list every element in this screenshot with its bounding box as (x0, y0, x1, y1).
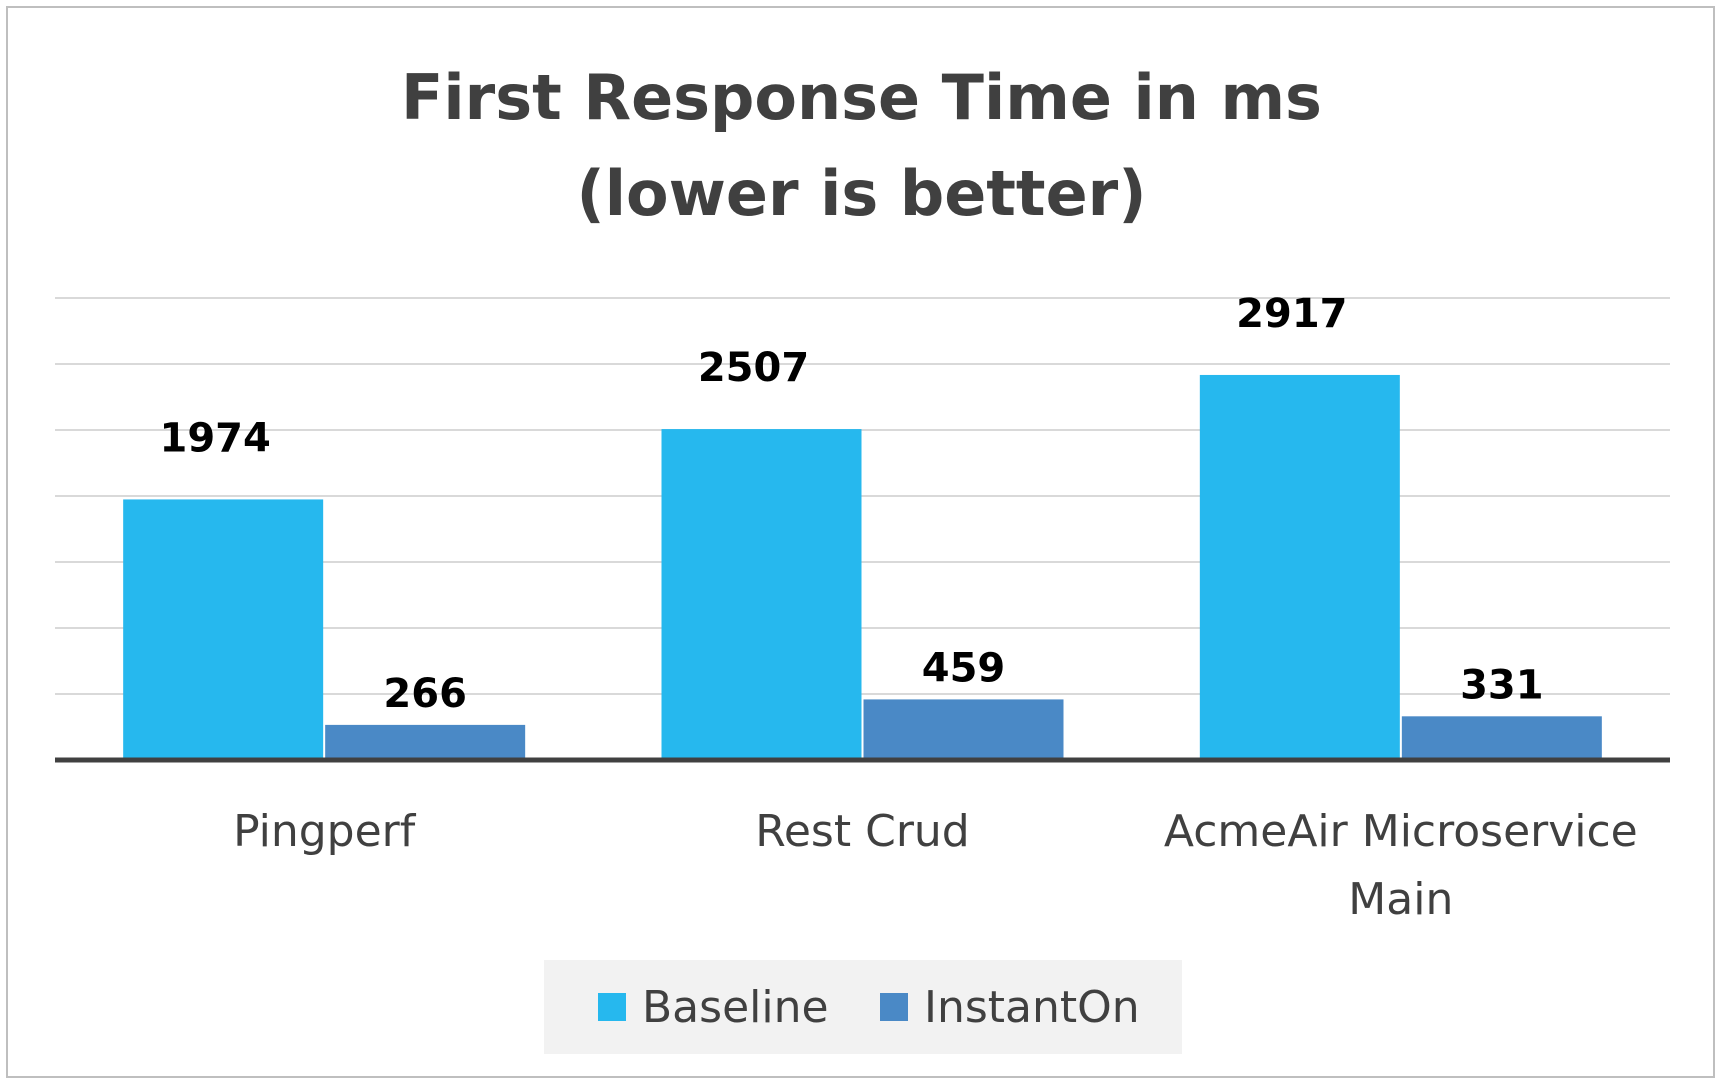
bar-baseline-0 (123, 499, 324, 760)
bar-instanton-1 (863, 699, 1064, 760)
chart-title: First Response Time in ms (lower is bett… (0, 50, 1723, 242)
category-labels: Pingperf Rest Crud AcmeAir Microservice Mai… (233, 806, 1638, 925)
legend-item-baseline: Baseline (598, 960, 829, 1054)
category-label-0-line-0: Pingperf (233, 806, 417, 857)
legend-label-baseline: Baseline (642, 981, 829, 1033)
gridlines (55, 297, 1670, 695)
legend-item-instanton: InstantOn (880, 960, 1140, 1054)
category-label-2-line-0: AcmeAir Microservice (1164, 806, 1638, 857)
legend-swatch-baseline (598, 993, 626, 1021)
category-label-1-line-0: Rest Crud (755, 806, 969, 857)
bar-instanton-0 (325, 724, 526, 760)
bar-baseline-2 (1199, 374, 1400, 760)
data-label-instanton-1: 459 (922, 645, 1006, 691)
chart-title-line-2: (lower is better) (576, 157, 1147, 230)
legend: Baseline InstantOn (544, 960, 1182, 1054)
legend-label-instanton: InstantOn (924, 981, 1140, 1033)
chart-title-line-1: First Response Time in ms (401, 61, 1322, 134)
data-label-baseline-1: 2507 (698, 345, 809, 391)
bars (123, 374, 1602, 760)
data-label-instanton-2: 331 (1460, 662, 1544, 708)
data-label-baseline-0: 1974 (160, 415, 271, 461)
data-label-baseline-2: 2917 (1236, 291, 1347, 337)
category-label-2-line-1: Main (1348, 874, 1453, 925)
data-label-instanton-0: 266 (383, 671, 467, 717)
bar-baseline-1 (661, 429, 862, 760)
bar-instanton-2 (1401, 716, 1602, 760)
data-labels: 1974 266 2507 459 2917 331 (160, 291, 1544, 717)
legend-swatch-instanton (880, 993, 908, 1021)
